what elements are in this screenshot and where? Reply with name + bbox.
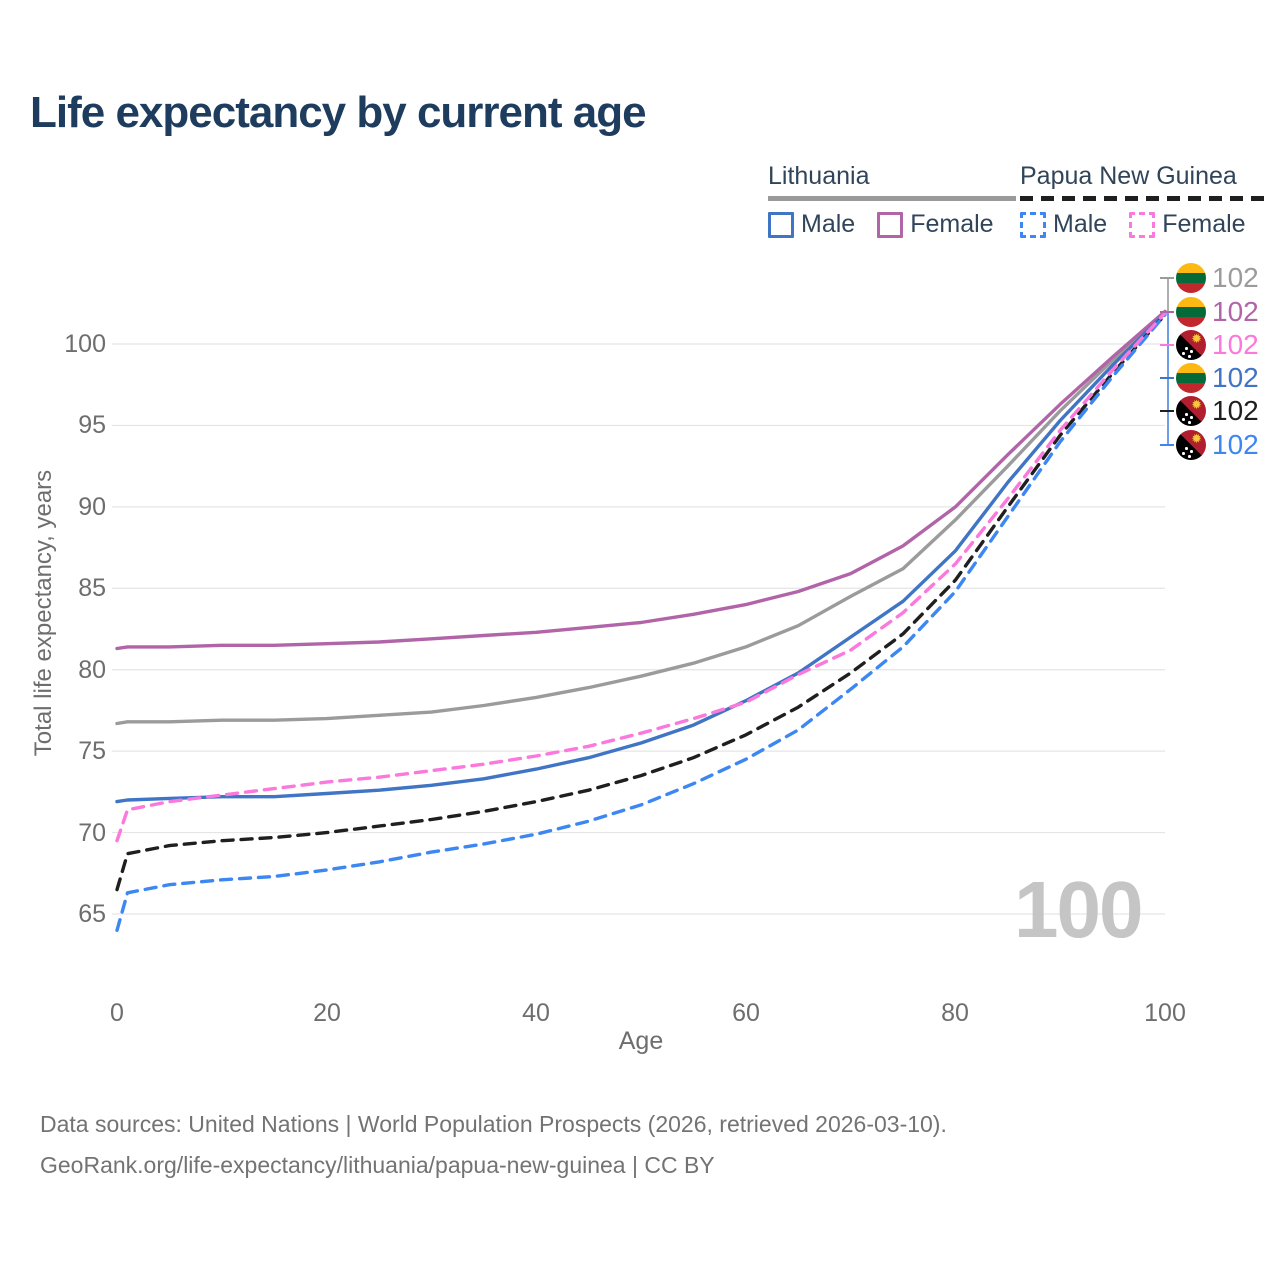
papua-new-guinea-flag-icon: [1176, 430, 1206, 460]
end-label-row: 102: [1176, 262, 1259, 294]
end-label-connector: [1160, 277, 1174, 446]
legend-item-png-male[interactable]: Male: [1020, 210, 1107, 239]
end-value: 102: [1212, 429, 1259, 460]
series-line-papua-new-guinea-male[interactable]: [115, 313, 1167, 932]
lithuania-flag-icon: [1176, 263, 1206, 293]
y-tick-label: 75: [78, 737, 106, 765]
series-line-lithuania-male[interactable]: [115, 311, 1167, 804]
legend-country-label: Lithuania: [768, 162, 870, 190]
female-solid-swatch-icon: [877, 211, 904, 238]
legend-item-label: Female: [1162, 210, 1246, 238]
x-tick-label: 80: [941, 999, 969, 1027]
end-label-row: 102: [1176, 296, 1259, 328]
y-tick-label: 95: [78, 411, 106, 439]
y-tick-label: 100: [64, 330, 106, 358]
y-tick-label: 90: [78, 493, 106, 521]
y-tick-label: 70: [78, 819, 106, 847]
end-label-row: 102: [1176, 329, 1259, 361]
male-dashed-swatch-icon: [1020, 211, 1046, 238]
papua-new-guinea-flag-icon: [1176, 396, 1206, 426]
papua-new-guinea-flag-icon: [1176, 330, 1206, 360]
y-tick-label: 85: [78, 574, 106, 602]
y-axis-title: Total life expectancy, years: [30, 469, 57, 757]
female-dashed-swatch-icon: [1129, 211, 1156, 238]
x-axis-title: Age: [618, 1027, 664, 1055]
y-tick-label: 65: [78, 900, 106, 928]
series-line-papua-new-guinea-female[interactable]: [115, 311, 1167, 843]
legend-country-header: Papua New Guinea: [1020, 162, 1268, 201]
footer: Data sources: United Nations | World Pop…: [40, 1104, 947, 1186]
end-value: 102: [1212, 395, 1259, 426]
page-title: Life expectancy by current age: [30, 88, 647, 137]
end-value: 102: [1212, 262, 1259, 293]
legend-dashed-line-sample: [1020, 196, 1268, 201]
legend-item-lithuania-male[interactable]: Male: [768, 210, 855, 239]
data-sources-note: Data sources: United Nations | World Pop…: [40, 1111, 947, 1137]
end-label-row: 102: [1176, 395, 1259, 427]
current-age-watermark: 100: [1014, 865, 1143, 954]
legend-country-label: Papua New Guinea: [1020, 162, 1237, 190]
legend-item-label: Male: [801, 210, 856, 238]
series-line-lithuania-both-sexes[interactable]: [115, 311, 1167, 726]
legend-solid-line-sample: [768, 196, 1016, 201]
lithuania-flag-icon: [1176, 297, 1206, 327]
y-tick-label: 80: [78, 656, 106, 684]
x-tick-label: 60: [732, 999, 760, 1027]
x-tick-label: 20: [313, 999, 341, 1027]
legend-country-header: Lithuania: [768, 162, 1016, 201]
x-tick-label: 0: [110, 999, 124, 1027]
source-url[interactable]: GeoRank.org/life-expectancy/lithuania/pa…: [40, 1152, 715, 1178]
male-solid-swatch-icon: [768, 211, 794, 238]
data-series-lines: [115, 309, 1167, 932]
series-line-lithuania-female[interactable]: [115, 309, 1167, 651]
end-value: 102: [1212, 362, 1259, 393]
x-tick-label: 40: [522, 999, 550, 1027]
end-label-row: 102: [1176, 362, 1259, 394]
series-line-papua-new-guinea-both-sexes[interactable]: [115, 313, 1167, 892]
end-label-row: 102: [1176, 429, 1259, 461]
legend-item-label: Male: [1053, 210, 1108, 238]
end-value: 102: [1212, 296, 1259, 327]
legend-item-label: Female: [910, 210, 994, 238]
lithuania-flag-icon: [1176, 363, 1206, 393]
legend-item-png-female[interactable]: Female: [1129, 210, 1246, 239]
legend-group-lithuania: Lithuania Male Female: [768, 162, 1016, 239]
x-tick-label: 100: [1144, 999, 1186, 1027]
legend-group-papua-new-guinea: Papua New Guinea Male Female: [1020, 162, 1268, 239]
gridlines: [112, 343, 1165, 915]
legend-item-lithuania-female[interactable]: Female: [877, 210, 994, 239]
end-value: 102: [1212, 329, 1259, 360]
